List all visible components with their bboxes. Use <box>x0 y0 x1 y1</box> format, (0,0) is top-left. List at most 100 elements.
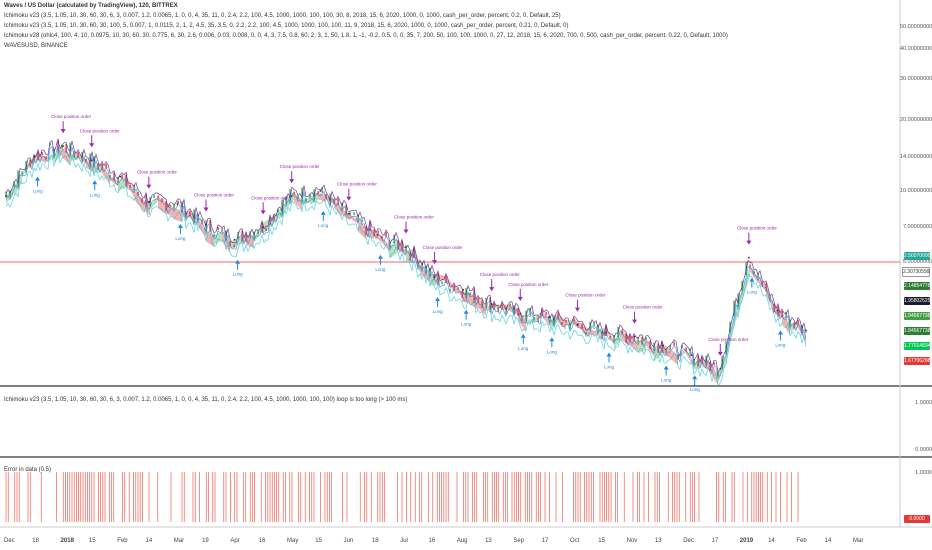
candle <box>373 229 375 237</box>
candle <box>133 184 135 191</box>
long-signal-arrow <box>92 180 98 185</box>
study-line-2[interactable]: Ichimoku v23 (3.5, 1.05, 10, 30, 60, 30,… <box>4 23 569 29</box>
candle <box>681 344 683 349</box>
ichimoku-cloud-segment <box>374 230 382 243</box>
candle <box>609 335 611 339</box>
data-point <box>176 203 179 205</box>
time-axis-label: 17 <box>541 538 549 544</box>
candle <box>381 235 383 240</box>
ichimoku-cloud-segment <box>350 214 358 224</box>
candle <box>9 190 11 198</box>
candle <box>633 335 635 341</box>
close-signal-arrow <box>346 196 352 201</box>
candle <box>789 319 791 327</box>
ichimoku-cloud-segment <box>206 229 214 248</box>
time-axis-label: 15 <box>88 538 96 544</box>
data-point <box>205 223 207 226</box>
data-point <box>62 145 65 148</box>
time-axis-label: Dec <box>683 538 694 544</box>
close-signal-label: Close position order <box>137 170 178 175</box>
candle <box>561 322 563 326</box>
long-signal-arrow <box>777 330 783 335</box>
candle <box>733 300 735 317</box>
candle <box>665 348 667 354</box>
candle <box>689 348 691 355</box>
data-point <box>433 276 436 278</box>
pane2-label[interactable]: Ichimoku v23 (3.5, 1.05, 10, 30, 60, 30,… <box>4 397 408 403</box>
close-signal-arrow <box>260 210 266 215</box>
data-point <box>633 335 636 338</box>
pane3-axis-bottom-tag: 0.0000 <box>904 515 930 523</box>
time-axis-label: Apr <box>230 538 240 544</box>
data-point <box>776 309 779 312</box>
candle <box>637 336 639 343</box>
candle <box>785 311 787 319</box>
candle <box>353 212 355 216</box>
candle <box>593 322 595 327</box>
close-signal-label: Close position order <box>480 272 521 277</box>
long-signal-label: Long <box>233 272 244 277</box>
time-axis-label: Aug <box>456 538 468 544</box>
long-signal-arrow <box>606 352 612 357</box>
long-signal-arrow <box>35 176 41 181</box>
data-point <box>90 159 93 162</box>
long-signal-label: Long <box>175 236 186 241</box>
ichimoku-cloud-segment <box>334 199 342 217</box>
long-signal-label: Long <box>518 346 529 351</box>
close-signal-arrow <box>489 287 495 292</box>
close-signal-label: Close position order <box>737 226 778 231</box>
time-axis-label: Mar <box>853 538 864 544</box>
time-axis-label: May <box>287 538 299 544</box>
close-signal-arrow <box>574 307 580 312</box>
candle <box>469 292 471 296</box>
candle <box>693 359 695 365</box>
candle <box>309 194 311 199</box>
candle <box>129 185 131 189</box>
candle <box>521 317 523 322</box>
pane3-label[interactable]: Error in data (0.5) <box>4 467 52 473</box>
candle <box>301 187 303 202</box>
ichimoku-cloud-segment <box>230 237 238 250</box>
time-axis-label: 14 <box>145 538 153 544</box>
price-axis-label: 10.00000000 <box>900 187 932 194</box>
close-signal-label: Close position order <box>423 245 464 250</box>
candle <box>769 296 771 300</box>
candle <box>189 210 191 217</box>
study-line-3[interactable]: Ichimoku v28 (ohlc4, 100, 4, 10, 0.0975,… <box>4 33 728 39</box>
candle <box>161 198 163 202</box>
long-signal-arrow <box>435 297 441 302</box>
candle <box>173 204 175 209</box>
ichimoku-cloud-segment <box>630 336 638 351</box>
study-line-4[interactable]: WAVESUSD, BINANCE <box>4 43 68 49</box>
price-tag: 1.94567738 <box>904 312 931 320</box>
data-point <box>262 226 265 229</box>
candle <box>169 204 171 208</box>
data-point <box>233 238 236 241</box>
study-line-1[interactable]: Ichimoku v23 (3.5, 1.05, 10, 30, 60, 30,… <box>4 13 561 19</box>
ichimoku-cloud-segment <box>670 348 678 366</box>
time-axis-label: 15 <box>315 538 322 544</box>
close-signal-label: Close position order <box>80 128 121 133</box>
candle <box>297 195 299 200</box>
close-signal-label: Close position order <box>251 195 292 200</box>
long-signal-arrow <box>320 210 326 215</box>
long-signal-label: Long <box>775 342 786 347</box>
candle <box>569 323 571 330</box>
candle <box>781 311 783 318</box>
candle <box>17 170 19 187</box>
time-axis-label: Oct <box>570 538 580 544</box>
close-signal-arrow <box>60 129 66 134</box>
data-point <box>605 331 607 334</box>
time-axis-label: 19 <box>202 538 209 544</box>
candle <box>157 195 159 199</box>
pane3-axis-top: 1.0000 <box>915 470 932 476</box>
time-axis-label: Nov <box>626 538 638 544</box>
time-axis-label: Jul <box>400 538 408 544</box>
candle <box>221 227 223 232</box>
long-signal-arrow <box>692 375 698 380</box>
long-signal-label: Long <box>33 189 44 194</box>
close-signal-label: Close position order <box>394 215 435 220</box>
candle <box>449 288 451 292</box>
close-signal-label: Close position order <box>51 114 92 119</box>
